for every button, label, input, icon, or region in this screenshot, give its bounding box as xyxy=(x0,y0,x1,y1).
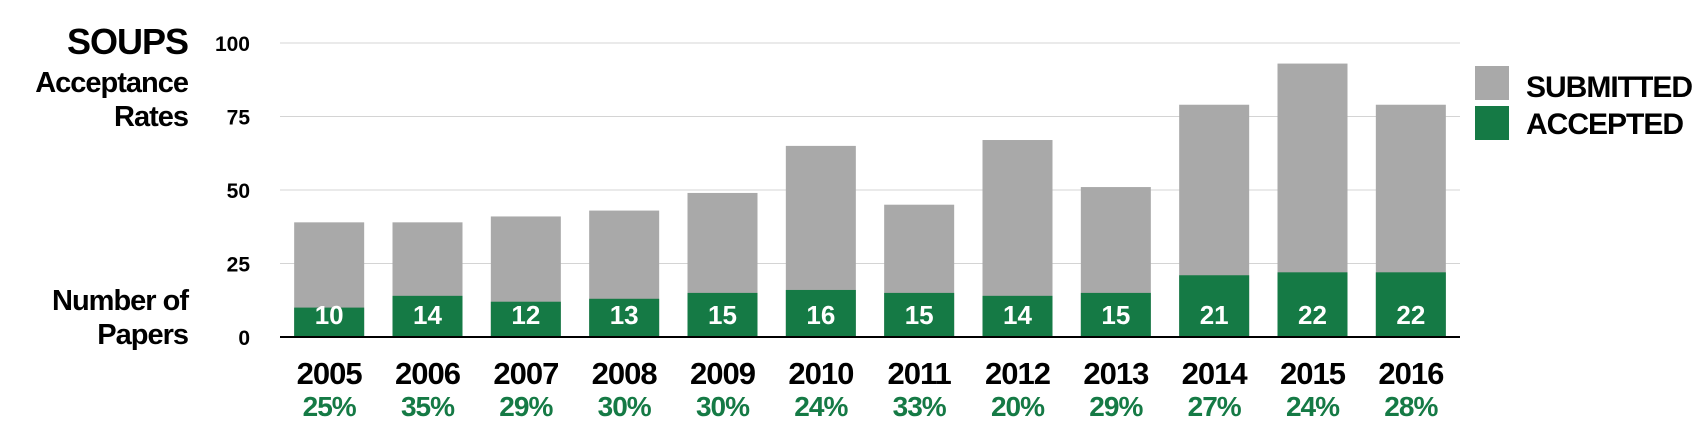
bar-accepted-2015 xyxy=(1277,272,1348,337)
bar-accepted-2006 xyxy=(392,295,463,337)
legend-swatch-submitted xyxy=(1475,66,1509,100)
chart-subtitle-line-2: Rates xyxy=(114,101,188,133)
acceptance-rate-2008: 30% xyxy=(598,391,652,422)
x-tick-label-2006: 2006 xyxy=(395,356,461,391)
accepted-value-label-2016: 22 xyxy=(1396,300,1425,330)
x-tick-label-2015: 2015 xyxy=(1280,356,1346,391)
acceptance-rate-2014: 27% xyxy=(1188,391,1242,422)
accepted-value-label-2014: 21 xyxy=(1200,300,1229,330)
accepted-value-label-2008: 13 xyxy=(610,300,639,330)
accepted-value-label-2015: 22 xyxy=(1298,300,1327,330)
bar-accepted-2013 xyxy=(1080,292,1151,337)
accepted-value-label-2009: 15 xyxy=(708,300,737,330)
accepted-value-label-2013: 15 xyxy=(1101,300,1130,330)
y-tick-label-75: 75 xyxy=(227,107,251,130)
accepted-value-label-2005: 10 xyxy=(315,300,344,330)
bar-accepted-2012 xyxy=(982,295,1053,337)
y-tick-label-50: 50 xyxy=(227,180,250,203)
acceptance-rate-2005: 25% xyxy=(303,391,357,422)
x-tick-label-2016: 2016 xyxy=(1378,356,1444,391)
x-tick-labels: 2005 2006 2007 2008 2009 2010 2011 2012 2013 2014… xyxy=(297,356,1445,391)
accepted-value-label-2012: 14 xyxy=(1003,300,1032,330)
x-tick-label-2012: 2012 xyxy=(985,356,1050,391)
bar-accepted-2009 xyxy=(687,292,758,337)
accepted-value-label-2010: 16 xyxy=(806,300,835,330)
x-tick-label-2009: 2009 xyxy=(690,356,756,391)
chart-title: SOUPS xyxy=(67,21,188,62)
bars: 10 14 12 13 15 16 15 14 15 21 22 22 xyxy=(294,63,1446,338)
x-tick-label-2007: 2007 xyxy=(493,356,558,391)
acceptance-rate-2013: 29% xyxy=(1089,391,1143,422)
acceptance-rate-2009: 30% xyxy=(696,391,750,422)
chart-subtitle-line-1: Acceptance xyxy=(35,67,189,99)
x-tick-label-2010: 2010 xyxy=(788,356,853,391)
bar-accepted-2005 xyxy=(294,307,365,337)
x-tick-label-2005: 2005 xyxy=(297,356,363,391)
bar-accepted-2007 xyxy=(490,301,561,337)
x-tick-label-2014: 2014 xyxy=(1182,356,1249,391)
acceptance-rate-2012: 20% xyxy=(991,391,1045,422)
legend-swatch-accepted xyxy=(1475,106,1509,140)
legend-label-accepted: ACCEPTED xyxy=(1526,108,1683,141)
x-tick-label-2008: 2008 xyxy=(592,356,658,391)
acceptance-rate-labels: 25% 35% 29% 30% 30% 24% 33% 20% 29% 27% 24% 28% xyxy=(303,391,1440,422)
x-tick-label-2013: 2013 xyxy=(1083,356,1149,391)
x-tick-label-2011: 2011 xyxy=(888,356,952,391)
bar-accepted-2008 xyxy=(589,298,660,337)
bar-accepted-2014 xyxy=(1179,275,1250,337)
bar-accepted-2010 xyxy=(785,289,856,337)
y-tick-label-100: 100 xyxy=(215,33,250,56)
accepted-value-label-2007: 12 xyxy=(511,300,540,330)
acceptance-rate-2015: 24% xyxy=(1286,391,1340,422)
y-tick-label-25: 25 xyxy=(227,254,251,277)
bar-accepted-2011 xyxy=(884,292,955,337)
acceptance-rate-2016: 28% xyxy=(1384,391,1438,422)
y-tick-labels: 0 25 50 75 100 xyxy=(215,33,250,350)
acceptance-rate-2007: 29% xyxy=(499,391,553,422)
legend: SUBMITTED ACCEPTED xyxy=(1475,66,1693,141)
y-axis-label-line-1: Number of xyxy=(52,285,189,317)
bar-accepted-2016 xyxy=(1375,272,1446,337)
gridlines xyxy=(280,42,1460,264)
acceptance-rate-2011: 33% xyxy=(893,391,947,422)
accepted-value-label-2006: 14 xyxy=(413,300,442,330)
y-tick-label-0: 0 xyxy=(238,327,250,350)
acceptance-rate-2010: 24% xyxy=(794,391,848,422)
legend-label-submitted: SUBMITTED xyxy=(1526,71,1692,104)
y-axis-label-line-2: Papers xyxy=(97,319,188,351)
acceptance-rate-2006: 35% xyxy=(401,391,455,422)
accepted-value-label-2011: 15 xyxy=(905,300,934,330)
